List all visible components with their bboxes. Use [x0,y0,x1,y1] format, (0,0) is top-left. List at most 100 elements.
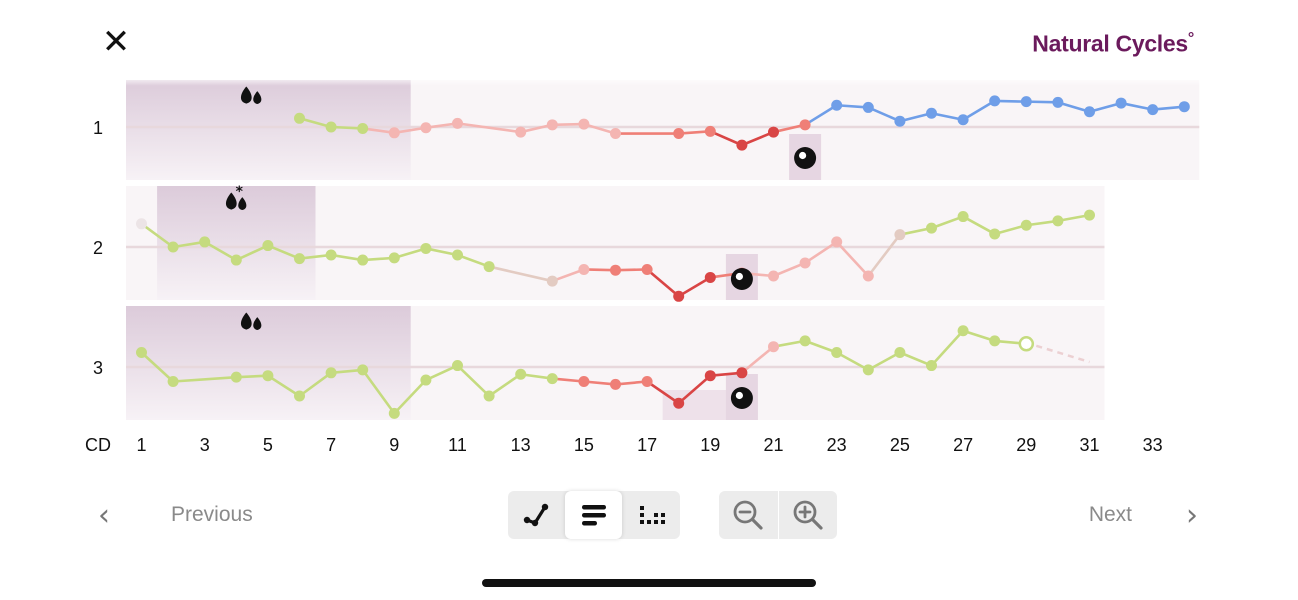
temperature-point[interactable] [641,263,653,275]
temperature-point[interactable] [578,263,590,275]
temperature-point[interactable] [420,122,432,134]
temperature-point[interactable] [989,95,1001,107]
temperature-point[interactable] [262,240,274,252]
temperature-point[interactable] [610,264,621,276]
temperature-point[interactable] [1178,101,1190,113]
temperature-point[interactable] [894,347,906,358]
temperature-point[interactable] [831,236,843,248]
temperature-point[interactable] [578,376,590,387]
temperature-point[interactable] [420,242,432,254]
temperature-point[interactable] [515,368,527,380]
temperature-point[interactable] [799,335,811,347]
temperature-point[interactable] [704,370,716,382]
temperature-point[interactable] [167,241,179,253]
temperature-segment [772,261,807,278]
previous-button[interactable]: ‹ Previous [98,495,253,535]
temperature-point[interactable] [357,122,369,134]
temperature-point[interactable] [230,371,242,383]
temperature-segment [677,374,712,405]
temperature-point[interactable] [610,128,621,140]
temperature-point[interactable] [452,360,463,372]
temperature-point[interactable] [831,99,843,111]
line-chart-view-button[interactable] [508,491,565,539]
temperature-point[interactable] [1084,106,1095,118]
close-icon[interactable]: ✕ [101,22,131,62]
temperature-point[interactable] [704,125,716,137]
temperature-point[interactable] [167,376,179,387]
temperature-point[interactable] [325,367,337,379]
temperature-point[interactable] [862,270,874,282]
temperature-point[interactable] [294,112,305,124]
temperature-point[interactable] [673,290,685,302]
next-button[interactable]: Next › [1089,495,1198,535]
temperature-segment [930,215,965,230]
temperature-point[interactable] [894,115,906,127]
temperature-point[interactable] [894,229,906,241]
temperature-point[interactable] [1052,96,1064,108]
temperature-point[interactable] [294,390,305,402]
temperature-point[interactable] [515,126,527,138]
temperature-point[interactable] [420,374,432,386]
temperature-point[interactable] [1147,104,1159,116]
dots-view-button[interactable] [622,491,679,539]
temperature-point[interactable] [136,347,147,358]
temperature-point[interactable] [262,370,274,382]
temperature-point[interactable] [388,252,400,264]
cycle-comparison-chart: 12*3 CD 1 3 5 7 9 11 13 15 17 19 21 23 25 27 29 31 33 [72,80,1226,455]
temperature-point[interactable] [799,119,811,131]
temperature-point[interactable] [452,117,463,129]
temperature-point[interactable] [673,128,685,140]
temperature-point[interactable] [926,107,937,119]
temperature-point[interactable] [926,222,937,234]
zoom-out-button[interactable] [719,491,778,539]
temperature-point[interactable] [483,261,495,273]
temperature-point[interactable] [957,325,969,337]
temperature-point[interactable] [989,335,1001,347]
temperature-point[interactable] [546,373,558,385]
temperature-point[interactable] [325,249,337,261]
temperature-point[interactable] [325,121,337,133]
temperature-point[interactable] [294,253,305,265]
temperature-point[interactable] [736,367,748,379]
temperature-point[interactable] [831,347,843,358]
temperature-point[interactable] [641,376,653,387]
view-mode-toggle [508,491,680,539]
temperature-point[interactable] [736,139,748,151]
temperature-point[interactable] [673,397,685,409]
temperature-point[interactable] [388,407,400,419]
temperature-point[interactable] [957,211,969,223]
temperature-point[interactable] [862,101,874,113]
temperature-point[interactable] [483,390,495,402]
temperature-point[interactable] [546,275,558,287]
previous-label: Previous [171,503,253,526]
temperature-point[interactable] [1084,209,1095,221]
temperature-point[interactable] [768,126,779,138]
temperature-point[interactable] [1020,219,1032,231]
temperature-point[interactable] [1052,215,1064,227]
temperature-point[interactable] [989,228,1001,240]
temperature-point[interactable] [768,270,779,282]
temperature-point-predicted[interactable] [1018,336,1035,352]
zoom-in-button[interactable] [777,491,838,539]
temperature-point[interactable] [862,364,874,376]
temperature-point[interactable] [230,254,242,266]
temperature-point[interactable] [926,360,937,372]
temperature-point[interactable] [799,257,811,269]
temperature-point[interactable] [136,218,147,230]
temperature-point[interactable] [1115,97,1127,109]
temperature-point[interactable] [768,341,779,353]
temperature-point[interactable] [957,114,969,126]
cycle-row-2: 2* [93,184,1105,302]
temperature-point[interactable] [546,119,558,131]
temperature-point[interactable] [610,378,621,390]
temperature-point[interactable] [357,254,369,266]
temperature-point[interactable] [452,249,463,261]
temperature-point[interactable] [357,364,369,376]
temperature-point[interactable] [578,118,590,130]
temperature-point[interactable] [199,236,211,248]
axis-tick-label: 7 [326,435,336,455]
bars-view-button[interactable] [565,491,622,539]
temperature-point[interactable] [1020,96,1032,108]
temperature-point[interactable] [704,271,716,283]
temperature-point[interactable] [388,127,400,139]
